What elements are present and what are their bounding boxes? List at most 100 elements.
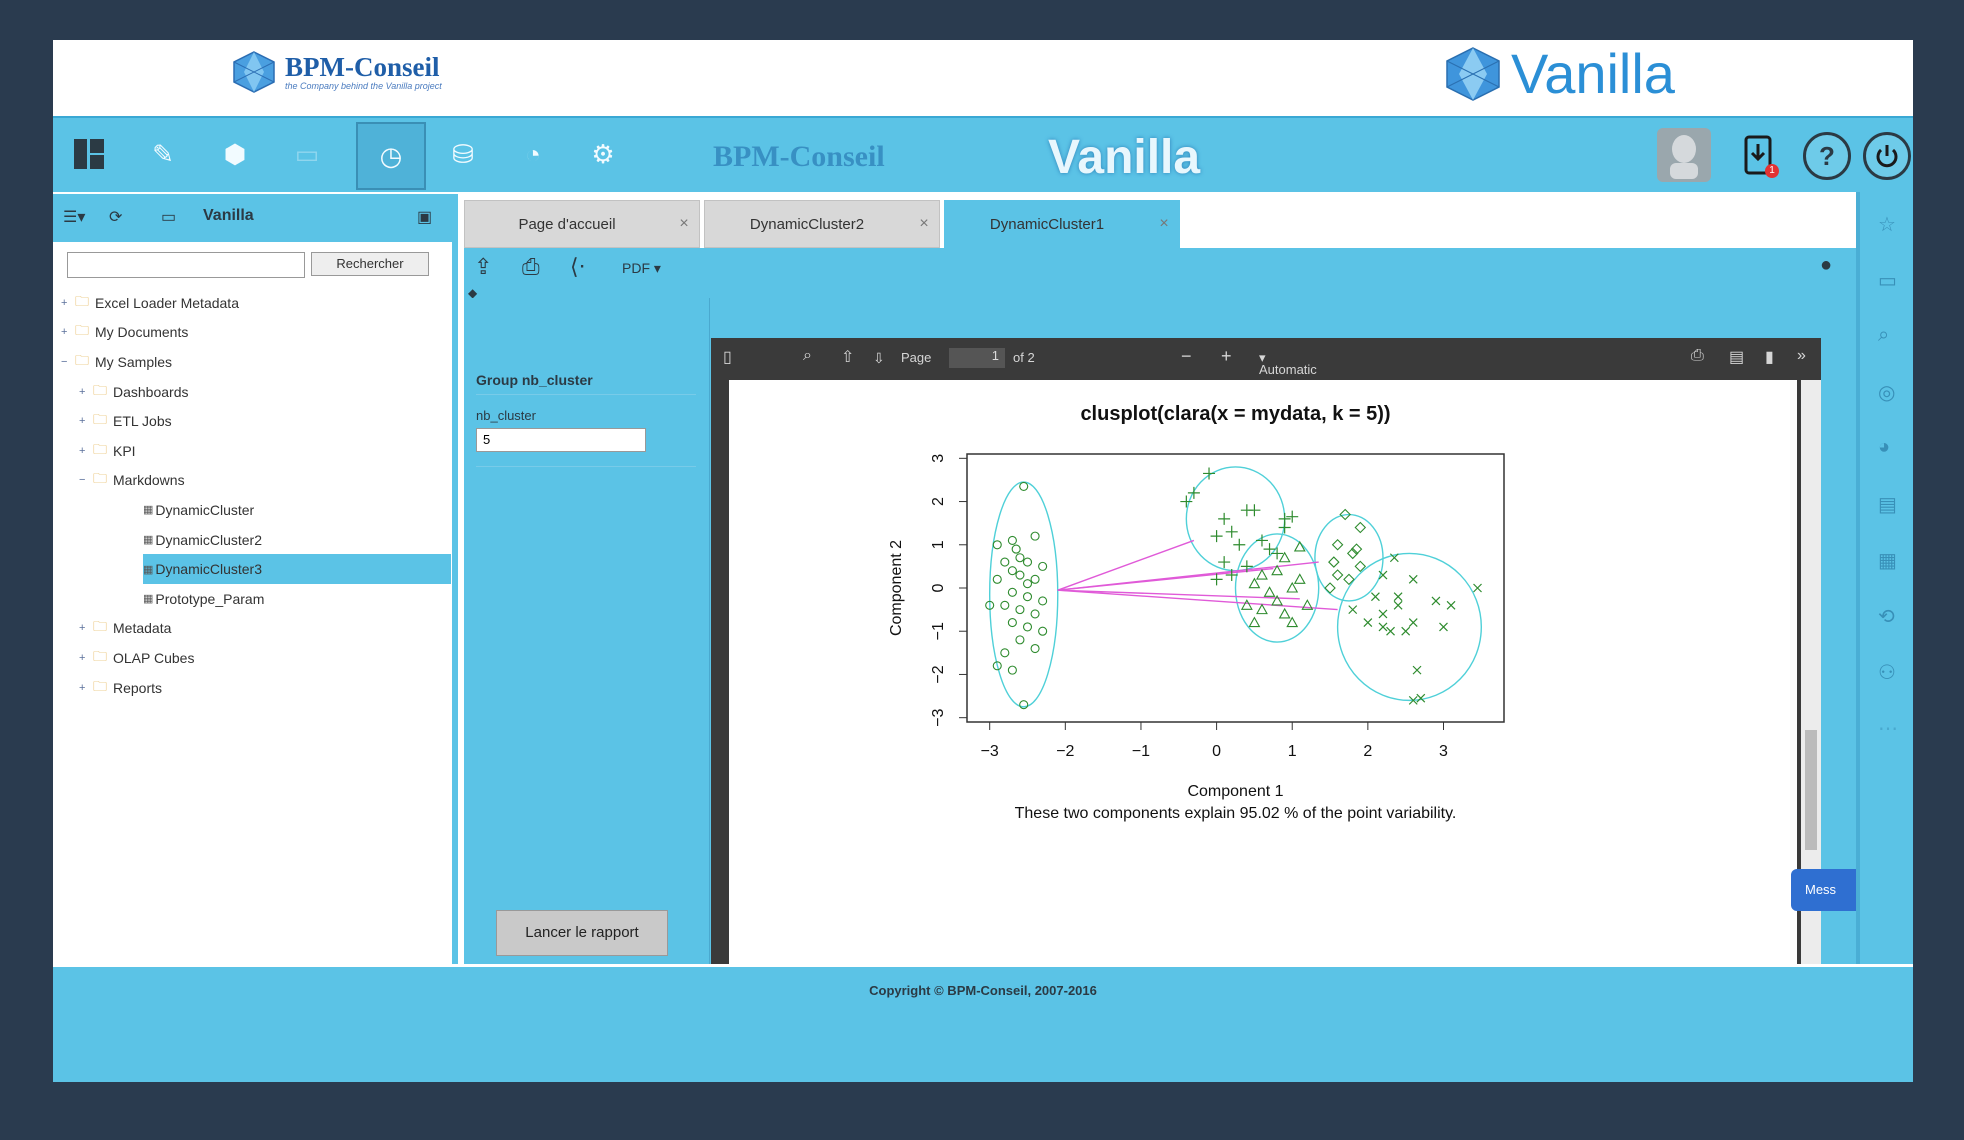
comment-icon[interactable]: ●	[1820, 254, 1833, 276]
expand-icon[interactable]: +	[61, 326, 68, 339]
download-app-icon[interactable]: 1	[1731, 128, 1785, 182]
close-icon[interactable]: ×	[679, 215, 689, 232]
expand-icon[interactable]: +	[79, 415, 86, 428]
next-page-icon[interactable]: ⇩	[873, 350, 885, 366]
users-icon[interactable]: ⚇	[1878, 662, 1896, 684]
data-point-x	[1363, 618, 1373, 628]
tab[interactable]: DynamicCluster2 ×	[704, 200, 940, 248]
tree-item[interactable]: + 🗀 Dashboards	[61, 377, 451, 407]
vanilla-logo[interactable]: Vanilla	[1443, 44, 1675, 104]
print-icon[interactable]: ⎙	[522, 254, 540, 279]
print-pdf-icon[interactable]: ⎙	[1691, 347, 1704, 364]
vanilla-gem-icon	[1446, 47, 1500, 101]
tab[interactable]: Page d'accueil ×	[464, 200, 700, 248]
tree-item[interactable]: ▦ DynamicCluster2	[61, 525, 451, 555]
folder-icon: 🗀	[93, 677, 107, 694]
folder-icon: 🗀	[75, 322, 89, 339]
zoom-out-icon[interactable]: −	[1181, 346, 1192, 366]
tree-item[interactable]: ▦ DynamicCluster	[61, 495, 451, 525]
clock-icon[interactable]: ◷	[356, 122, 426, 190]
more-icon[interactable]: ⋯	[1878, 718, 1898, 740]
expand-icon[interactable]: +	[79, 622, 86, 635]
find-icon[interactable]: ⌕	[803, 347, 812, 364]
nb-cluster-input[interactable]: 5	[476, 428, 646, 452]
close-icon[interactable]: ×	[1159, 215, 1169, 232]
user-avatar[interactable]	[1657, 128, 1711, 182]
document-icon[interactable]: ▤	[1878, 494, 1897, 516]
globe-icon[interactable]: ◎	[1878, 382, 1896, 404]
expand-icon[interactable]: +	[79, 681, 86, 694]
search-user-icon[interactable]: ⌕	[1878, 324, 1890, 346]
monitor-icon[interactable]: ▭	[161, 209, 177, 226]
tree-item[interactable]: + 🗀 Metadata	[61, 614, 451, 644]
collapse-icon[interactable]: −	[79, 474, 86, 487]
briefcase-icon[interactable]: ▭	[1878, 270, 1897, 292]
collapse-params-icon[interactable]: ◆	[468, 286, 478, 300]
tree-item[interactable]: − 🗀 Markdowns	[61, 466, 451, 496]
bpm-conseil-logo[interactable]: BPM-Conseil the Company behind the Vanil…	[231, 50, 442, 94]
tree-item[interactable]: + 🗀 Excel Loader Metadata	[61, 288, 451, 318]
data-point-triangle	[1248, 577, 1261, 589]
launch-report-button[interactable]: Lancer le rapport	[496, 910, 668, 956]
refresh-icon[interactable]: ⟳	[109, 209, 123, 226]
collapse-icon[interactable]: −	[61, 355, 68, 368]
gauge-icon[interactable]: ◔	[525, 138, 541, 169]
tree-item-label: Dashboards	[113, 383, 189, 400]
database-icon[interactable]: ⛁	[452, 138, 474, 169]
layout-toggle-icon[interactable]	[69, 134, 109, 174]
expand-icon[interactable]: +	[79, 651, 86, 664]
left-brand-tagline: the Company behind the Vanilla project	[285, 81, 442, 91]
zoom-select[interactable]: Automatic Zoom ▾	[1259, 350, 1317, 392]
bookmark-icon[interactable]: ▮	[1765, 349, 1774, 366]
help-button[interactable]: ?	[1803, 132, 1851, 180]
tab[interactable]: DynamicCluster1 ×	[944, 200, 1180, 248]
expand-icon[interactable]: +	[61, 296, 68, 309]
tasks-icon[interactable]: ☆	[1878, 214, 1896, 236]
pdf-scrollbar[interactable]	[1801, 380, 1821, 1006]
tree-item[interactable]: − 🗀 My Samples	[61, 347, 451, 377]
panel-toggle-icon[interactable]: ▣	[417, 209, 433, 226]
previous-page-icon[interactable]: ⇧	[841, 349, 855, 366]
sync-icon[interactable]: ⟲	[1878, 606, 1895, 628]
messages-tab[interactable]: Mess	[1791, 869, 1856, 911]
package-icon[interactable]: ⬢	[223, 138, 247, 169]
download-pdf-icon[interactable]: ▤	[1729, 349, 1745, 366]
power-button[interactable]	[1863, 132, 1911, 180]
tree-item[interactable]: + 🗀 ETL Jobs	[61, 406, 451, 436]
cluster-link	[1057, 589, 1338, 611]
data-point-circle	[1022, 557, 1033, 567]
footer: Copyright © BPM-Conseil, 2007-2016	[53, 964, 1913, 1082]
search-button[interactable]: Rechercher	[311, 252, 429, 276]
format-select[interactable]: PDF ▾	[622, 260, 661, 276]
zoom-in-icon[interactable]: +	[1221, 346, 1232, 366]
export-icon[interactable]: ⇪	[474, 254, 493, 279]
tree-item[interactable]: + 🗀 Reports	[61, 673, 451, 703]
tree-item[interactable]: ▦ Prototype_Param	[61, 584, 451, 614]
x-tick-label: −3	[981, 743, 999, 760]
close-icon[interactable]: ×	[919, 215, 929, 232]
edit-icon[interactable]: ✎	[152, 138, 174, 169]
scrollbar-thumb[interactable]	[1805, 730, 1817, 850]
page-number-input[interactable]: 1	[949, 348, 1005, 368]
sidebar-toggle-icon[interactable]: ▯	[723, 349, 732, 366]
power-icon	[1876, 145, 1898, 168]
tree-item-label: DynamicCluster3	[155, 561, 262, 578]
more-tools-icon[interactable]: »	[1797, 347, 1806, 364]
tree-item[interactable]: + 🗀 My Documents	[61, 318, 451, 348]
menu-icon[interactable]: ☰▾	[63, 209, 86, 226]
data-point-circle	[1011, 544, 1021, 554]
help-icon: ?	[1819, 140, 1835, 171]
share-icon[interactable]: ⟨⋅	[570, 254, 586, 279]
expand-icon[interactable]: +	[79, 385, 86, 398]
tree-item[interactable]: + 🗀 OLAP Cubes	[61, 643, 451, 673]
disabled-tool-icon[interactable]: ▭	[294, 138, 320, 169]
calendar-icon[interactable]: ▦	[1878, 550, 1897, 572]
chart-pie-icon[interactable]: ◕	[1878, 436, 1891, 458]
tree-item[interactable]: + 🗀 KPI	[61, 436, 451, 466]
data-point-plus	[1203, 467, 1216, 480]
expand-icon[interactable]: +	[79, 444, 86, 457]
tree-item-label: OLAP Cubes	[113, 649, 195, 666]
search-input[interactable]	[67, 252, 305, 278]
tree-item[interactable]: ▦ DynamicCluster3	[143, 554, 451, 584]
settings-search-icon[interactable]: ⚙	[591, 138, 615, 169]
